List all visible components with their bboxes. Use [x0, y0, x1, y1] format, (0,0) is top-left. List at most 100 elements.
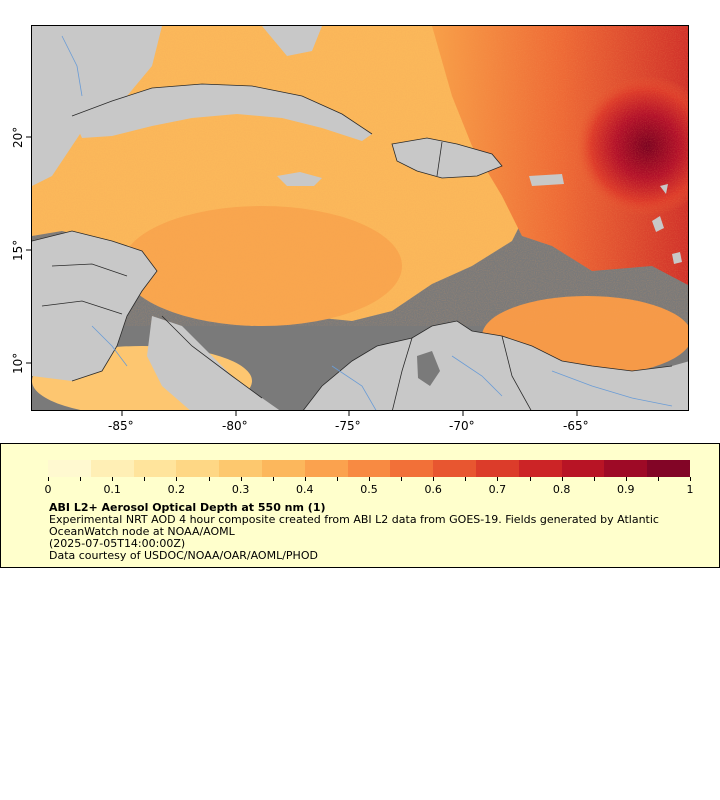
- colorbar-tick-mark: [48, 477, 49, 481]
- land-maracaibo-lake: [417, 351, 440, 386]
- colorbar-cell: [475, 460, 491, 477]
- colorbar-cell: [447, 460, 462, 477]
- colorbar-tick-mark: [401, 477, 403, 481]
- colorbar-cell: [590, 460, 605, 477]
- colorbar-cell: [62, 460, 77, 477]
- colorbar-cell: [404, 460, 419, 477]
- legend-description: Experimental NRT AOD 4 hour composite cr…: [49, 513, 659, 538]
- colorbar-tick-mark: [369, 477, 370, 481]
- colorbar-cell: [333, 460, 348, 477]
- colorbar-tick-mark: [176, 477, 178, 481]
- colorbar-tick-label: 0.5: [360, 483, 378, 496]
- colorbar-cell: [347, 460, 362, 477]
- colorbar-tick-mark: [593, 477, 595, 481]
- colorbar-cell: [390, 460, 405, 477]
- land-florida: [32, 26, 162, 186]
- x-tick-label: -80°: [222, 419, 248, 433]
- colorbar-cell: [418, 460, 434, 477]
- legend-timestamp: (2025-07-05T14:00:00Z): [49, 537, 186, 550]
- colorbar-tick-mark: [144, 477, 146, 481]
- colorbar-cell: [147, 460, 163, 477]
- colorbar-tick-mark: [529, 477, 531, 481]
- land-cuba: [72, 84, 372, 141]
- colorbar-cell: [304, 460, 320, 477]
- legend-panel: 0 0.1 0.2 0.3 0.4 0.5 0.6 0.7 0.8 0.9 1 ABI L2+ Ae…: [0, 443, 720, 568]
- land-jamaica: [277, 172, 322, 186]
- colorbar-tick-mark: [690, 477, 691, 481]
- colorbar-cell: [675, 460, 690, 477]
- land-central-america: [32, 231, 157, 381]
- colorbar-tick-mark: [240, 477, 242, 481]
- colorbar-tick-label: 0.9: [617, 483, 635, 496]
- legend-credit: Data courtesy of USDOC/NOAA/OAR/AOML/PHO…: [49, 549, 318, 562]
- colorbar-cell: [76, 460, 91, 477]
- colorbar-tick-mark: [433, 477, 435, 481]
- colorbar-cell: [247, 460, 262, 477]
- colorbar-cell: [319, 460, 334, 477]
- colorbar-cell: [90, 460, 106, 477]
- colorbar-tick-label: 0.3: [231, 483, 250, 496]
- colorbar-cell: [48, 460, 63, 477]
- land-us-north: [262, 26, 322, 56]
- colorbar-cell: [604, 460, 619, 477]
- colorbar-cell: [133, 460, 148, 477]
- colorbar-cell: [575, 460, 591, 477]
- colorbar-tick-mark: [112, 477, 114, 481]
- colorbar-cell: [661, 460, 676, 477]
- colorbar-cell: [461, 460, 476, 477]
- rivers: [61, 35, 673, 410]
- colorbar-tick-mark: [561, 477, 563, 481]
- colorbar-cell: [105, 460, 120, 477]
- colorbar-cell: [647, 460, 662, 477]
- colorbar-tick-mark: [625, 477, 627, 481]
- colorbar-tick-mark: [657, 477, 659, 481]
- colorbar-cell: [618, 460, 633, 477]
- land-puerto-rico: [529, 174, 564, 186]
- colorbar-tick-mark: [272, 477, 274, 481]
- land-hispaniola: [392, 138, 502, 178]
- colorbar-cell: [561, 460, 576, 477]
- colorbar-tick-label: 0.4: [296, 483, 314, 496]
- aod-map: [31, 25, 689, 411]
- colorbar-cell: [276, 460, 291, 477]
- colorbar-tick-mark: [208, 477, 210, 481]
- colorbar-cell: [204, 460, 220, 477]
- y-tick-label: 15°: [11, 239, 25, 261]
- colorbar-tick-label: 0.1: [103, 483, 121, 496]
- colorbar-cell: [119, 460, 134, 477]
- colorbar-cell: [376, 460, 391, 477]
- colorbar-cell: [219, 460, 234, 477]
- x-tick-label: -75°: [335, 419, 361, 433]
- land-lesser-antilles: [652, 184, 682, 264]
- legend-title: ABI L2+ Aerosol Optical Depth at 550 nm …: [49, 501, 326, 514]
- colorbar-cell: [547, 460, 562, 477]
- colorbar-tick-mark: [336, 477, 338, 481]
- colorbar-tick-label: 1: [686, 483, 694, 496]
- colorbar-cell: [504, 460, 519, 477]
- colorbar-cell: [518, 460, 534, 477]
- y-tick-label: 10°: [11, 352, 25, 374]
- colorbar-cell: [433, 460, 448, 477]
- y-tick-label: 20°: [11, 126, 25, 148]
- colorbar-cell: [490, 460, 505, 477]
- colorbar-tick-mark: [497, 477, 499, 481]
- colorbar-cell: [233, 460, 248, 477]
- colorbar-tick-mark: [80, 477, 82, 481]
- colorbar-cell: [361, 460, 377, 477]
- x-tick-label: -85°: [108, 419, 134, 433]
- colorbar: [48, 460, 690, 477]
- colorbar-tick-label: 0.7: [488, 483, 507, 496]
- colorbar-cell: [533, 460, 548, 477]
- colorbar-tick-mark: [304, 477, 306, 481]
- colorbar-cell: [190, 460, 205, 477]
- land-south-america: [303, 321, 688, 410]
- colorbar-cell: [176, 460, 191, 477]
- colorbar-tick-label: 0.6: [424, 483, 442, 496]
- colorbar-tick-label: 0.8: [552, 483, 571, 496]
- x-tick-label: -70°: [449, 419, 475, 433]
- colorbar-cell: [261, 460, 277, 477]
- map-canvas: [32, 26, 688, 410]
- country-borders: [32, 83, 673, 410]
- colorbar-tick-label: 0.2: [167, 483, 186, 496]
- legend-text: ABI L2+ Aerosol Optical Depth at 550 nm …: [49, 502, 699, 562]
